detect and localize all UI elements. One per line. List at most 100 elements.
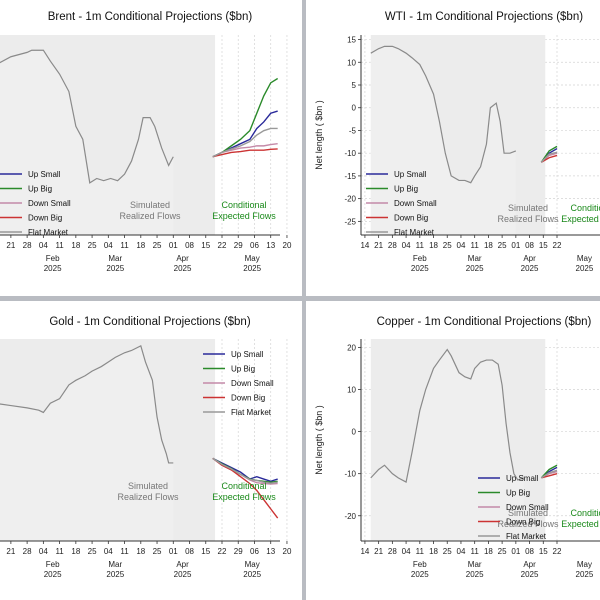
series-line-flat-market: [212, 457, 278, 484]
legend-label: Flat Market: [506, 532, 547, 541]
x-tick-label: 28: [388, 241, 397, 250]
x-tick-label: 18: [136, 241, 145, 250]
y-tick-label: -20: [344, 512, 356, 521]
x-month-label: Apr: [176, 560, 189, 569]
realized-line: [370, 348, 524, 483]
x-year-label: 2025: [521, 570, 539, 579]
x-year-label: 2025: [243, 570, 261, 579]
legend-label: Up Small: [506, 474, 539, 483]
x-tick-label: 15: [539, 241, 548, 250]
series-line-up-big: [212, 457, 278, 483]
x-month-label: Feb: [46, 254, 60, 263]
y-tick-label: 5: [352, 81, 357, 90]
legend-label: Down Small: [506, 503, 549, 512]
legend-label: Up Small: [231, 350, 264, 359]
chart-title: Brent - 1m Conditional Projections ($bn): [48, 11, 253, 23]
x-month-label: Feb: [413, 254, 427, 263]
x-tick-label: 04: [457, 547, 466, 556]
simulated-label-line2: Realized Flows: [119, 211, 181, 221]
y-tick-label: 0: [352, 104, 357, 113]
x-tick-label: 04: [39, 241, 48, 250]
simulated-label-line2: Realized Flows: [497, 519, 559, 529]
x-tick-label: 01: [169, 547, 178, 556]
conditional-label-line1: Conditional: [570, 508, 600, 518]
x-month-label: Apr: [523, 254, 536, 263]
simulated-label-line1: Simulated: [508, 203, 548, 213]
legend-label: Down Small: [394, 199, 437, 208]
x-tick-label: 18: [484, 547, 493, 556]
conditional-label-line2: Expected Flows: [212, 211, 276, 221]
x-tick-label: 13: [266, 241, 275, 250]
x-tick-label: 14: [360, 547, 369, 556]
x-tick-label: 01: [511, 241, 520, 250]
x-year-label: 2025: [466, 570, 484, 579]
x-tick-label: 22: [553, 547, 562, 556]
y-tick-label: 20: [347, 343, 356, 352]
x-tick-label: 11: [55, 241, 64, 250]
x-tick-label: 15: [201, 547, 210, 556]
x-tick-label: 06: [250, 547, 259, 556]
y-tick-label: -20: [344, 195, 356, 204]
y-tick-label: 10: [347, 386, 356, 395]
y-tick-label: -15: [344, 172, 356, 181]
chart-title: Copper - 1m Conditional Projections ($bn…: [377, 316, 592, 328]
x-year-label: 2025: [576, 264, 594, 273]
x-tick-label: 08: [185, 241, 194, 250]
y-tick-label: 0: [352, 428, 357, 437]
x-tick-label: 01: [169, 241, 178, 250]
x-tick-label: 11: [416, 241, 425, 250]
legend-label: Up Big: [28, 185, 52, 194]
x-month-label: Apr: [523, 560, 536, 569]
legend-label: Up Big: [394, 185, 418, 194]
x-tick-label: 11: [471, 241, 480, 250]
legend-label: Down Small: [28, 199, 71, 208]
x-month-label: Mar: [468, 560, 482, 569]
x-month-label: Feb: [413, 560, 427, 569]
simulated-label-line1: Simulated: [128, 481, 168, 491]
chart-title: Gold - 1m Conditional Projections ($bn): [49, 316, 251, 328]
x-month-label: Mar: [108, 254, 122, 263]
conditional-label-line1: Conditional: [221, 481, 266, 491]
conditional-label-line1: Conditional: [221, 200, 266, 210]
simulated-label-line1: Simulated: [130, 200, 170, 210]
x-year-label: 2025: [243, 264, 261, 273]
realized-area: [370, 46, 516, 236]
y-tick-label: 10: [347, 58, 356, 67]
legend-label: Down Small: [231, 379, 274, 388]
x-month-label: May: [245, 560, 260, 569]
x-tick-label: 08: [185, 547, 194, 556]
x-tick-label: 25: [498, 241, 507, 250]
x-tick-label: 20: [283, 241, 292, 250]
x-tick-label: 28: [23, 241, 32, 250]
x-tick-label: 01: [511, 547, 520, 556]
x-year-label: 2025: [44, 570, 62, 579]
y-axis-title: Net length ( $bn ): [314, 405, 324, 475]
x-tick-label: 18: [71, 547, 80, 556]
chart-panel-copper: Copper - 1m Conditional Projections ($bn…: [306, 301, 600, 600]
x-year-label: 2025: [174, 264, 192, 273]
chart-svg-wti: WTI - 1m Conditional Projections ($bn) 15…: [314, 11, 600, 273]
simulated-label-line2: Realized Flows: [117, 492, 179, 502]
x-tick-label: 25: [88, 547, 97, 556]
x-tick-label: 25: [88, 241, 97, 250]
legend-label: Flat Market: [394, 228, 435, 237]
x-tick-label: 04: [39, 547, 48, 556]
series-line-up-big: [540, 464, 558, 479]
x-month-label: Feb: [46, 560, 60, 569]
x-year-label: 2025: [106, 264, 124, 273]
x-year-label: 2025: [411, 570, 429, 579]
x-tick-label: 04: [402, 547, 411, 556]
legend-label: Down Big: [506, 518, 540, 527]
legend-label: Flat Market: [231, 408, 272, 417]
y-tick-label: -10: [344, 149, 356, 158]
series-line-flat-market: [540, 151, 558, 163]
x-tick-label: 21: [374, 547, 383, 556]
x-tick-label: 13: [266, 547, 275, 556]
series-line-flat-market: [212, 127, 278, 158]
x-tick-label: 25: [443, 241, 452, 250]
realized-line: [370, 45, 517, 184]
realized-line: [0, 49, 174, 184]
x-year-label: 2025: [576, 570, 594, 579]
realized-area: [0, 345, 174, 541]
y-tick-label: -10: [344, 470, 356, 479]
